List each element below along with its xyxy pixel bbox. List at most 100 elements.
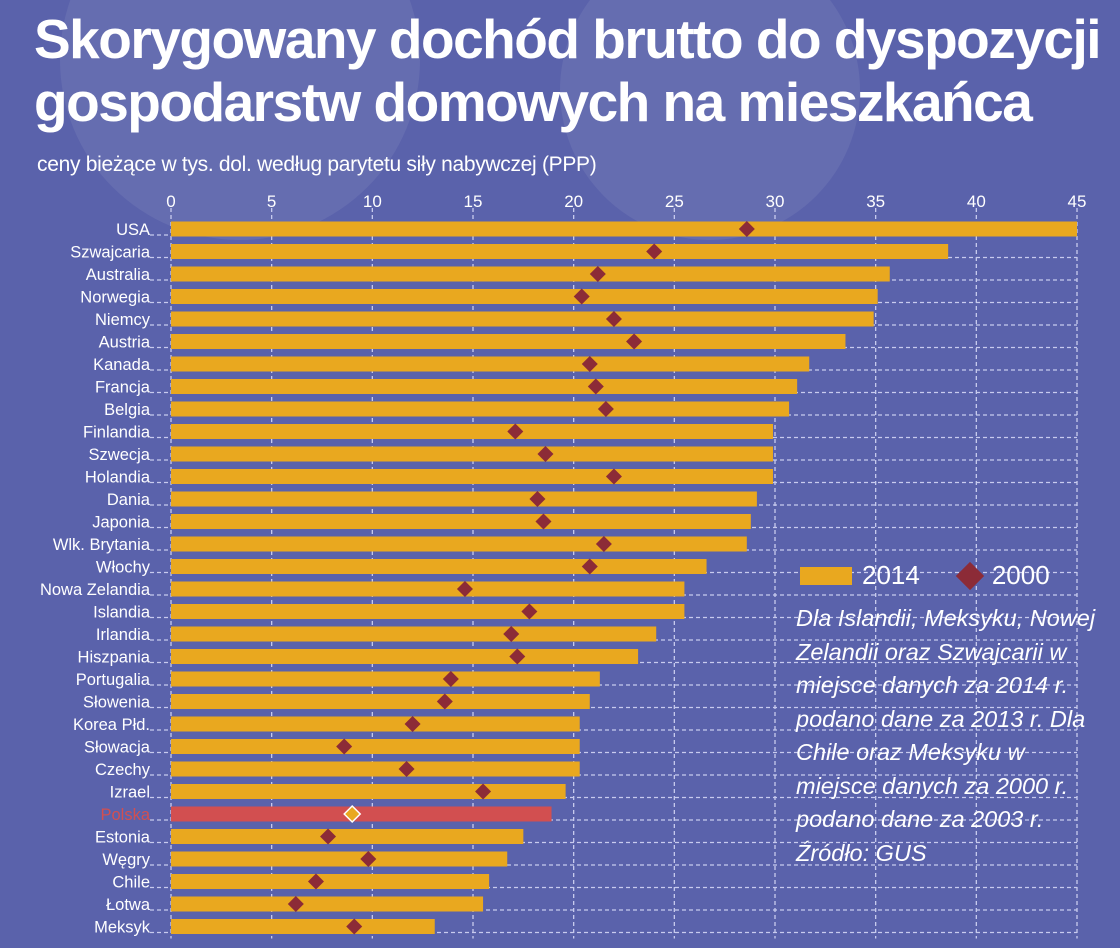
category-label: Izrael xyxy=(110,784,150,802)
diamond-2000-Australia xyxy=(589,266,606,282)
chart-title: Skorygowany dochód brutto do dyspozycji g… xyxy=(34,8,1102,133)
diamond-2000-Belgia xyxy=(597,401,614,417)
x-tick-label: 10 xyxy=(363,192,382,211)
bar-2014-Portugalia xyxy=(171,671,600,687)
x-tick-label: 20 xyxy=(564,192,583,211)
background-decoration xyxy=(560,0,860,240)
legend-label-2000: 2000 xyxy=(991,560,1050,590)
category-label: USA xyxy=(116,221,150,239)
category-label: Szwecja xyxy=(89,446,151,464)
x-tick-label: 15 xyxy=(464,192,483,211)
category-label: Niemcy xyxy=(95,311,151,329)
legend-bar-swatch xyxy=(800,566,852,585)
diamond-2000-Polska xyxy=(343,804,362,824)
bar-2014-Szwajcaria xyxy=(171,244,949,259)
bar-2014-Słowenia xyxy=(171,694,590,709)
bar-2014-Austria xyxy=(171,334,846,349)
x-tick-label: 35 xyxy=(866,192,885,211)
diamond-2000-Francja xyxy=(587,378,604,395)
diamond-2000-Finlandia xyxy=(507,423,524,440)
diamond-2000-Austria xyxy=(626,333,643,350)
x-tick-label: 40 xyxy=(967,192,986,211)
diamond-2000-Włochy xyxy=(581,558,598,575)
legend: 2014 2000 xyxy=(800,560,1050,591)
diamond-2000-Islandia xyxy=(521,603,538,620)
note-text: Dla Islandii, Meksyku, Nowej Zelandii or… xyxy=(796,605,1096,832)
bar-2014-Norwegia xyxy=(171,289,878,304)
bar-2014-Meksyk xyxy=(171,919,435,934)
category-label: Meksyk xyxy=(94,919,151,937)
category-label: Włochy xyxy=(96,559,151,577)
category-label: Czechy xyxy=(95,761,151,779)
category-label: Austria xyxy=(99,334,151,352)
category-label: Finlandia xyxy=(83,424,151,442)
category-label: Portugalia xyxy=(76,671,151,689)
diamond-2000-Słowacja xyxy=(336,738,353,755)
diamond-2000-Izrael xyxy=(475,783,492,800)
bar-2014-Kanada xyxy=(171,356,810,372)
category-label: Wlk. Brytania xyxy=(53,536,151,554)
bar-2014-Estonia xyxy=(171,829,524,844)
x-tick-label: 5 xyxy=(267,192,276,211)
category-label: Węgry xyxy=(102,851,150,869)
category-label: Estonia xyxy=(95,829,151,847)
bar-2014-Niemcy xyxy=(171,311,874,327)
diamond-2000-Szwajcaria xyxy=(646,243,663,260)
bar-2014-Chile xyxy=(171,874,490,889)
bar-2014-Włochy xyxy=(171,559,707,574)
diamond-2000-Meksyk xyxy=(346,918,363,935)
bar-2014-Łotwa xyxy=(171,896,484,912)
category-label: Francja xyxy=(95,379,151,397)
x-tick-label: 0 xyxy=(166,192,175,211)
bar-2014-Izrael xyxy=(171,784,566,799)
bar-2014-Dania xyxy=(171,491,757,507)
diamond-2000-Estonia xyxy=(320,828,337,845)
diamond-2000-Szwecja xyxy=(537,446,554,462)
footnote: Dla Islandii, Meksyku, Nowej Zelandii or… xyxy=(796,602,1096,870)
x-tick-label: 25 xyxy=(665,192,684,211)
category-label: Szwajcaria xyxy=(70,244,151,262)
bar-2014-Słowacja xyxy=(171,739,580,754)
bar-2014-Korea Płd. xyxy=(171,716,580,732)
bar-2014-Francja xyxy=(171,379,798,394)
diamond-2000-Japonia xyxy=(535,513,552,530)
bar-2014-Holandia xyxy=(171,469,773,484)
legend-diamond-swatch xyxy=(955,561,984,590)
category-label: Nowa Zelandia xyxy=(40,581,151,599)
bar-2014-Nowa Zelandia xyxy=(171,581,685,597)
category-label: Belgia xyxy=(104,401,151,419)
bar-2014-Wlk. Brytania xyxy=(171,536,747,552)
diamond-2000-Hiszpania xyxy=(509,648,526,665)
diamond-2000-Słowenia xyxy=(436,693,453,710)
diamond-2000-Holandia xyxy=(605,468,622,485)
category-label: Kanada xyxy=(93,356,151,374)
bar-2014-Hiszpania xyxy=(171,649,639,664)
source-text: Źródło: GUS xyxy=(796,839,927,866)
diamond-2000-Niemcy xyxy=(605,311,622,327)
diamond-2000-Wlk. Brytania xyxy=(595,536,612,552)
bar-2014-Irlandia xyxy=(171,626,657,642)
category-label: Norwegia xyxy=(80,289,151,307)
bar-2014-Szwecja xyxy=(171,446,773,462)
diamond-2000-Czechy xyxy=(398,761,415,777)
category-label: Chile xyxy=(112,874,150,892)
diamond-2000-Węgry xyxy=(360,851,377,867)
diamond-2000-Norwegia xyxy=(573,288,590,305)
chart-subtitle: ceny bieżące w tys. dol. według parytetu… xyxy=(37,153,597,176)
bar-2014-Australia xyxy=(171,266,890,282)
diamond-2000-Chile xyxy=(307,873,324,890)
bar-2014-Japonia xyxy=(171,514,751,529)
diamond-2000-Portugalia xyxy=(442,671,459,687)
bar-2014-Czechy xyxy=(171,761,580,777)
category-label: Słowenia xyxy=(83,694,151,712)
category-label: Polska xyxy=(100,806,150,824)
diamond-2000-USA xyxy=(738,221,755,237)
category-label: Irlandia xyxy=(96,626,151,644)
bar-2014-Islandia xyxy=(171,604,685,619)
category-label: Łotwa xyxy=(106,896,151,914)
diamond-2000-Irlandia xyxy=(503,626,520,642)
category-label: Islandia xyxy=(93,604,151,622)
bar-2014-Belgia xyxy=(171,401,790,417)
diamond-2000-Nowa Zelandia xyxy=(456,581,473,597)
diamond-2000-Dania xyxy=(529,491,546,507)
